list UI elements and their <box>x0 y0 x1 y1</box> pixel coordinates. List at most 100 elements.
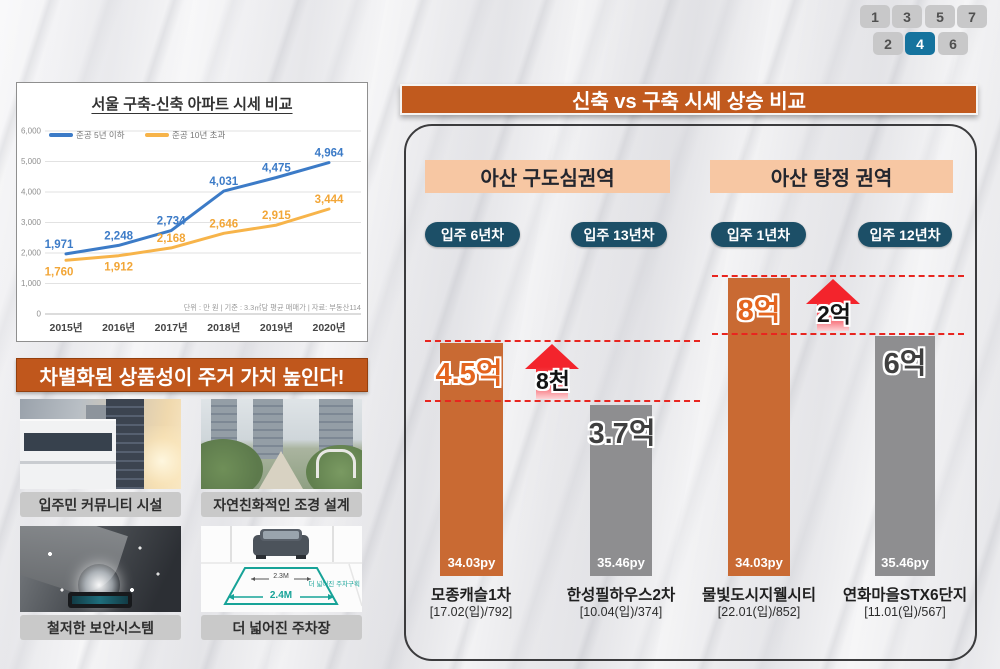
svg-text:3,444: 3,444 <box>315 194 344 206</box>
svg-text:1,760: 1,760 <box>45 266 74 278</box>
bar-yeonhwa-stx6: 35.46py <box>875 336 935 576</box>
bar-mulbit-dwellcity: 34.03py <box>728 278 790 576</box>
community-building-shape <box>20 419 116 489</box>
parking-diagram: 2.3M 2.4M 더 넓어진 주차구획 <box>201 526 362 607</box>
wide-width-label: 2.4M <box>270 590 292 601</box>
pill-move-in-13yr: 입주 13년차 <box>571 222 667 247</box>
svg-text:4,000: 4,000 <box>21 188 42 197</box>
pill-move-in-1yr: 입주 1년차 <box>711 222 806 247</box>
svg-text:1,000: 1,000 <box>21 279 42 288</box>
pill-move-in-12yr: 입주 12년차 <box>858 222 952 247</box>
caption-parking: 더 넓어진 주차장 <box>201 615 362 640</box>
price-label-new: 4.5억 <box>435 358 503 390</box>
svg-text:2,734: 2,734 <box>157 216 186 228</box>
apartment-info: [10.04(입)/374] <box>579 605 663 619</box>
up-arrow-icon <box>806 279 860 304</box>
bar-hanseong-feelhouse: 35.46py <box>590 405 652 576</box>
chart-title: 서울 구축-신축 아파트 시세 비교 <box>91 96 293 113</box>
apartment-info: [17.02(입)/792] <box>429 605 513 619</box>
caption-security: 철저한 보안시스템 <box>20 615 181 640</box>
gap-amount-label: 8천 <box>536 368 570 394</box>
svg-text:1,971: 1,971 <box>45 239 74 251</box>
glass-band-shape <box>24 433 112 451</box>
car-wheel-shape <box>296 555 306 559</box>
dashed-line <box>712 275 964 277</box>
svg-text:2017년: 2017년 <box>155 321 188 334</box>
svg-text:0: 0 <box>37 310 42 319</box>
photo-security-system <box>20 526 181 612</box>
page-button-1[interactable]: 1 <box>860 5 890 28</box>
pergola-shape <box>316 449 356 478</box>
tower-shape <box>253 399 283 459</box>
pill-move-in-6yr: 입주 6년차 <box>425 222 520 247</box>
apartment-name: 모종캐슬1차 <box>431 587 511 604</box>
gap-amount-label: 2억 <box>817 301 851 327</box>
parking-space-outline <box>223 567 339 605</box>
bar-size-label: 35.46py <box>597 555 645 570</box>
photo-landscape-design <box>201 399 362 489</box>
bar-size-label: 34.03py <box>447 555 496 570</box>
svg-text:6,000: 6,000 <box>21 127 42 136</box>
comparison-title-bar: 신축 vs 구축 시세 상승 비교 <box>400 84 978 115</box>
apartment-info: [22.01(입)/852] <box>717 605 801 619</box>
region-header-gudosim: 아산 구도심권역 <box>425 160 670 193</box>
photo-community-facility <box>20 399 181 489</box>
svg-text:준공 5년 이하: 준공 5년 이하 <box>76 130 125 140</box>
photo-wider-parking: 2.3M 2.4M 더 넓어진 주차구획 <box>201 526 362 612</box>
page-button-6[interactable]: 6 <box>938 32 968 55</box>
caption-landscape: 자연친화적인 조경 설계 <box>201 492 362 517</box>
svg-text:4,031: 4,031 <box>209 176 238 188</box>
apartment-name: 물빛도시지웰시티 <box>701 587 817 604</box>
price-label-new: 8억 <box>737 295 781 327</box>
seoul-line-chart-svg: 0 1,000 2,000 3,000 4,000 5,000 6,000 2015년 2016… <box>21 127 361 334</box>
car-windshield-shape <box>263 531 299 539</box>
bar-mojong-castle: 34.03py <box>440 343 503 576</box>
page-button-2[interactable]: 2 <box>873 32 903 55</box>
svg-text:2020년: 2020년 <box>312 321 345 334</box>
region-header-tangjeong: 아산 탕정 권역 <box>710 160 953 193</box>
svg-text:2,646: 2,646 <box>209 218 238 230</box>
svg-text:2019년: 2019년 <box>260 321 293 334</box>
apartment-name: 연화마을STX6단지 <box>842 587 968 604</box>
price-label-old: 6억 <box>883 348 927 380</box>
dashed-line <box>425 340 700 342</box>
svg-text:4,964: 4,964 <box>315 148 344 160</box>
svg-text:2016년: 2016년 <box>102 321 135 334</box>
apartment-info: [11.01(입)/567] <box>864 605 946 619</box>
seoul-price-chart-card: 0 1,000 2,000 3,000 4,000 5,000 6,000 2015년 2016… <box>16 82 368 342</box>
svg-text:2,915: 2,915 <box>262 210 291 222</box>
svg-text:2018년: 2018년 <box>207 321 240 334</box>
svg-text:3,000: 3,000 <box>21 218 42 227</box>
svg-text:2015년: 2015년 <box>49 321 82 334</box>
page-button-3[interactable]: 3 <box>892 5 922 28</box>
caption-community: 입주민 커뮤니티 시설 <box>20 492 181 517</box>
svg-text:5,000: 5,000 <box>21 157 42 166</box>
svg-text:1,912: 1,912 <box>104 262 133 274</box>
parking-note-label: 더 넓어진 주차구획 <box>309 579 360 588</box>
floor-line-shape <box>20 461 116 464</box>
up-arrow-stem <box>536 367 568 399</box>
apartment-name: 한성필하우스2차 <box>566 587 676 604</box>
price-label-old: 3.7억 <box>588 418 656 450</box>
up-arrow-icon <box>525 344 579 369</box>
dashed-line <box>712 333 964 335</box>
page-button-5[interactable]: 5 <box>925 5 955 28</box>
page-button-4[interactable]: 4 <box>905 32 935 55</box>
walkway-shape <box>259 451 303 489</box>
svg-text:2,248: 2,248 <box>104 230 133 242</box>
tablet-screen-shape <box>72 596 128 604</box>
svg-text:2,168: 2,168 <box>157 233 186 245</box>
page-button-7[interactable]: 7 <box>957 5 987 28</box>
svg-text:단위 : 만 원 | 기준 : 3.3㎡당 평균 매매가 |: 단위 : 만 원 | 기준 : 3.3㎡당 평균 매매가 | 자료: 부동산11… <box>184 303 361 312</box>
svg-text:4,475: 4,475 <box>262 163 291 175</box>
dashed-line <box>425 400 700 402</box>
up-arrow-stem <box>817 302 849 331</box>
car-wheel-shape <box>256 555 266 559</box>
bar-size-label: 35.46py <box>881 555 929 570</box>
svg-text:2,000: 2,000 <box>21 249 42 258</box>
svg-text:준공 10년 초과: 준공 10년 초과 <box>172 130 225 140</box>
left-section-header: 차별화된 상품성이 주거 가치 높인다! <box>16 358 368 392</box>
bar-size-label: 34.03py <box>735 555 783 570</box>
narrow-width-label: 2.3M <box>273 573 289 580</box>
